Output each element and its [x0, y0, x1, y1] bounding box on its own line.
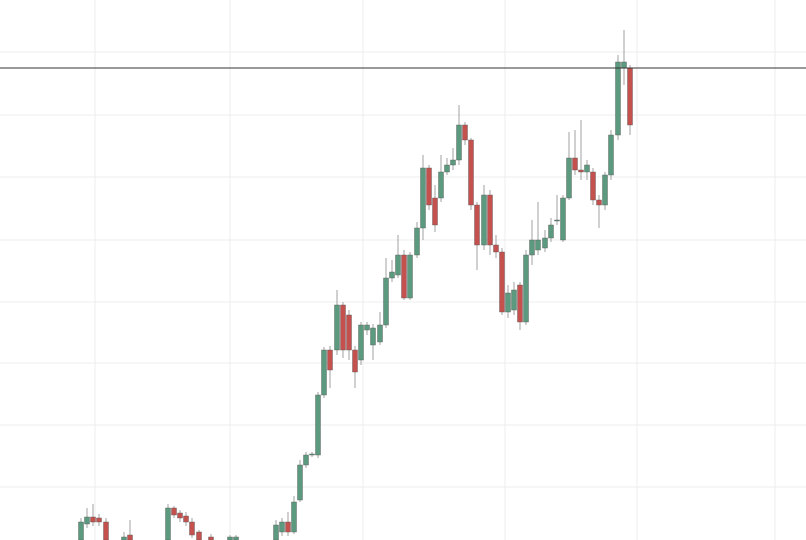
candle-body — [171, 507, 177, 516]
candle-body — [78, 521, 84, 540]
candle-body — [444, 164, 450, 173]
candle-body — [535, 239, 541, 251]
candle-body — [511, 289, 517, 311]
candle-body — [584, 164, 590, 173]
candle-body — [189, 521, 195, 536]
candle-body — [279, 521, 285, 533]
candle-body — [572, 157, 578, 171]
candle-body — [84, 516, 90, 525]
candle-body — [560, 197, 566, 241]
candle-body — [627, 67, 633, 126]
candle-body — [462, 124, 468, 141]
candle-body — [542, 237, 548, 249]
candle-body — [432, 197, 438, 226]
candle-body — [487, 194, 493, 246]
candle-body — [474, 204, 480, 246]
candle-body — [303, 454, 309, 466]
candle-body — [321, 349, 327, 396]
candle-body — [297, 464, 303, 501]
candle-body — [208, 536, 214, 540]
candle-body — [273, 524, 279, 540]
candle-body — [493, 244, 499, 253]
candle-body — [346, 314, 352, 351]
candle-body — [389, 271, 395, 279]
candle-body — [602, 174, 608, 206]
candle-body — [358, 324, 364, 361]
candle-body — [334, 304, 340, 351]
candle-body — [352, 349, 358, 373]
candle-body — [426, 167, 432, 206]
candle-body — [548, 224, 554, 239]
candle-body — [90, 516, 96, 523]
candle-body — [309, 453, 315, 456]
candle-body — [499, 251, 505, 313]
candle-body — [566, 157, 572, 199]
candle-body — [327, 349, 333, 371]
candle-body — [165, 507, 171, 540]
candle-body — [517, 284, 523, 323]
candle-body — [121, 536, 127, 540]
candle-body — [621, 61, 627, 69]
candle-body — [615, 61, 621, 136]
candle-body — [468, 139, 474, 206]
candle-body — [481, 194, 487, 246]
candle-body — [578, 169, 584, 173]
candle-body — [505, 292, 511, 313]
candle-body — [183, 515, 189, 523]
candle-body — [315, 394, 321, 456]
candle-body — [291, 501, 297, 533]
candle-body — [529, 239, 535, 256]
candle-body — [608, 134, 614, 176]
candle-body — [227, 536, 233, 540]
candle-body — [523, 254, 529, 323]
candle-body — [450, 159, 456, 166]
candle-body — [554, 219, 560, 222]
candle-body — [438, 171, 444, 199]
candle-body — [456, 124, 462, 161]
candle-body — [340, 304, 346, 351]
candle-body — [590, 171, 596, 201]
candle-body — [377, 324, 383, 343]
candle-body — [364, 324, 370, 331]
candle-body — [407, 254, 413, 299]
candle-body — [596, 199, 602, 206]
candle-body — [96, 517, 102, 523]
candle-body — [383, 277, 389, 326]
candle-body — [177, 512, 183, 519]
candle-body — [420, 167, 426, 229]
candle-body — [233, 536, 239, 540]
candle-body — [103, 521, 109, 540]
candle-body — [395, 254, 401, 276]
candle-body — [370, 327, 376, 346]
candle-body — [285, 521, 291, 533]
candle-body — [196, 531, 202, 540]
candle-body — [401, 254, 407, 299]
candle-body — [127, 534, 133, 540]
candle-body — [414, 227, 420, 256]
